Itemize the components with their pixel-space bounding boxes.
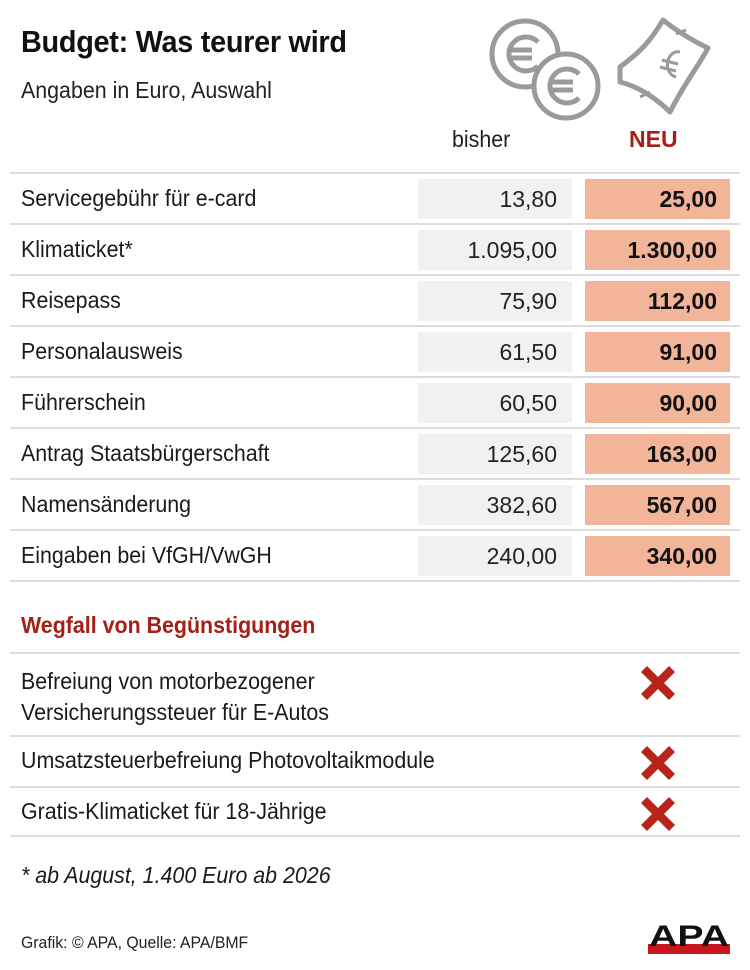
- old-price: 75,90: [418, 281, 572, 321]
- x-icon: [641, 666, 675, 700]
- list-item-text: Gratis-Klimaticket für 18-Jährige: [21, 798, 327, 824]
- price-table: Servicegebühr für e-card 13,80 25,00 Kli…: [10, 172, 740, 582]
- old-price: 13,80: [418, 179, 572, 219]
- new-price: 340,00: [585, 536, 730, 576]
- old-price: 382,60: [418, 485, 572, 525]
- list-item-line: Versicherungssteuer für E-Autos: [21, 699, 329, 725]
- old-price: 60,50: [418, 383, 572, 423]
- svg-text:APA: APA: [649, 920, 729, 953]
- old-price: 240,00: [418, 536, 572, 576]
- row-label: Antrag Staatsbürgerschaft: [21, 440, 270, 466]
- old-price: 1.095,00: [418, 230, 572, 270]
- column-header-neu: NEU: [629, 126, 678, 152]
- row-label: Namensänderung: [21, 491, 192, 517]
- page-title: Budget: Was teurer wird: [21, 24, 347, 59]
- list-item: Gratis-Klimaticket für 18-Jährige: [10, 786, 740, 837]
- x-icon: [641, 746, 675, 780]
- table-row: Namensänderung 382,60 567,00: [10, 478, 740, 529]
- table-row: Reisepass 75,90 112,00: [10, 274, 740, 325]
- row-label: Eingaben bei VfGH/VwGH: [21, 542, 272, 568]
- row-label: Reisepass: [21, 287, 121, 313]
- x-icon: [641, 797, 675, 831]
- source-credit: Grafik: © APA, Quelle: APA/BMF: [21, 933, 249, 952]
- new-price: 91,00: [585, 332, 730, 372]
- list-item-text: Umsatzsteuerbefreiung Photovoltaikmodule: [21, 747, 435, 773]
- section-title-removed-benefits: Wegfall von Begünstigungen: [21, 612, 316, 638]
- new-price: 25,00: [585, 179, 730, 219]
- table-row: Servicegebühr für e-card 13,80 25,00: [10, 172, 740, 223]
- list-item-line: Befreiung von motorbezogener: [21, 668, 315, 694]
- new-price: 163,00: [585, 434, 730, 474]
- apa-logo: APA: [648, 920, 730, 954]
- row-label: Klimaticket*: [21, 236, 133, 262]
- list-item: Befreiung von motorbezogener Versicherun…: [10, 652, 740, 735]
- footnote: * ab August, 1.400 Euro ab 2026: [21, 862, 331, 888]
- row-label: Personalausweis: [21, 338, 183, 364]
- new-price: 112,00: [585, 281, 730, 321]
- page-subtitle: Angaben in Euro, Auswahl: [21, 77, 272, 103]
- list-item: Umsatzsteuerbefreiung Photovoltaikmodule: [10, 735, 740, 786]
- table-row: Personalausweis 61,50 91,00: [10, 325, 740, 376]
- old-price: 61,50: [418, 332, 572, 372]
- table-row: Führerschein 60,50 90,00: [10, 376, 740, 427]
- row-label: Führerschein: [21, 389, 146, 415]
- euro-money-icons: [489, 17, 711, 121]
- table-row: Eingaben bei VfGH/VwGH 240,00 340,00: [10, 529, 740, 582]
- table-row: Antrag Staatsbürgerschaft 125,60 163,00: [10, 427, 740, 478]
- new-price: 1.300,00: [585, 230, 730, 270]
- column-header-bisher: bisher: [452, 126, 511, 152]
- list-item-text: Befreiung von motorbezogener Versicherun…: [21, 666, 329, 728]
- euro-coins-icon: [489, 18, 601, 121]
- euro-banknote-icon: [617, 17, 711, 115]
- removed-benefits-list: Befreiung von motorbezogener Versicherun…: [10, 652, 740, 837]
- new-price: 90,00: [585, 383, 730, 423]
- old-price: 125,60: [418, 434, 572, 474]
- new-price: 567,00: [585, 485, 730, 525]
- row-label: Servicegebühr für e-card: [21, 185, 257, 211]
- table-row: Klimaticket* 1.095,00 1.300,00: [10, 223, 740, 274]
